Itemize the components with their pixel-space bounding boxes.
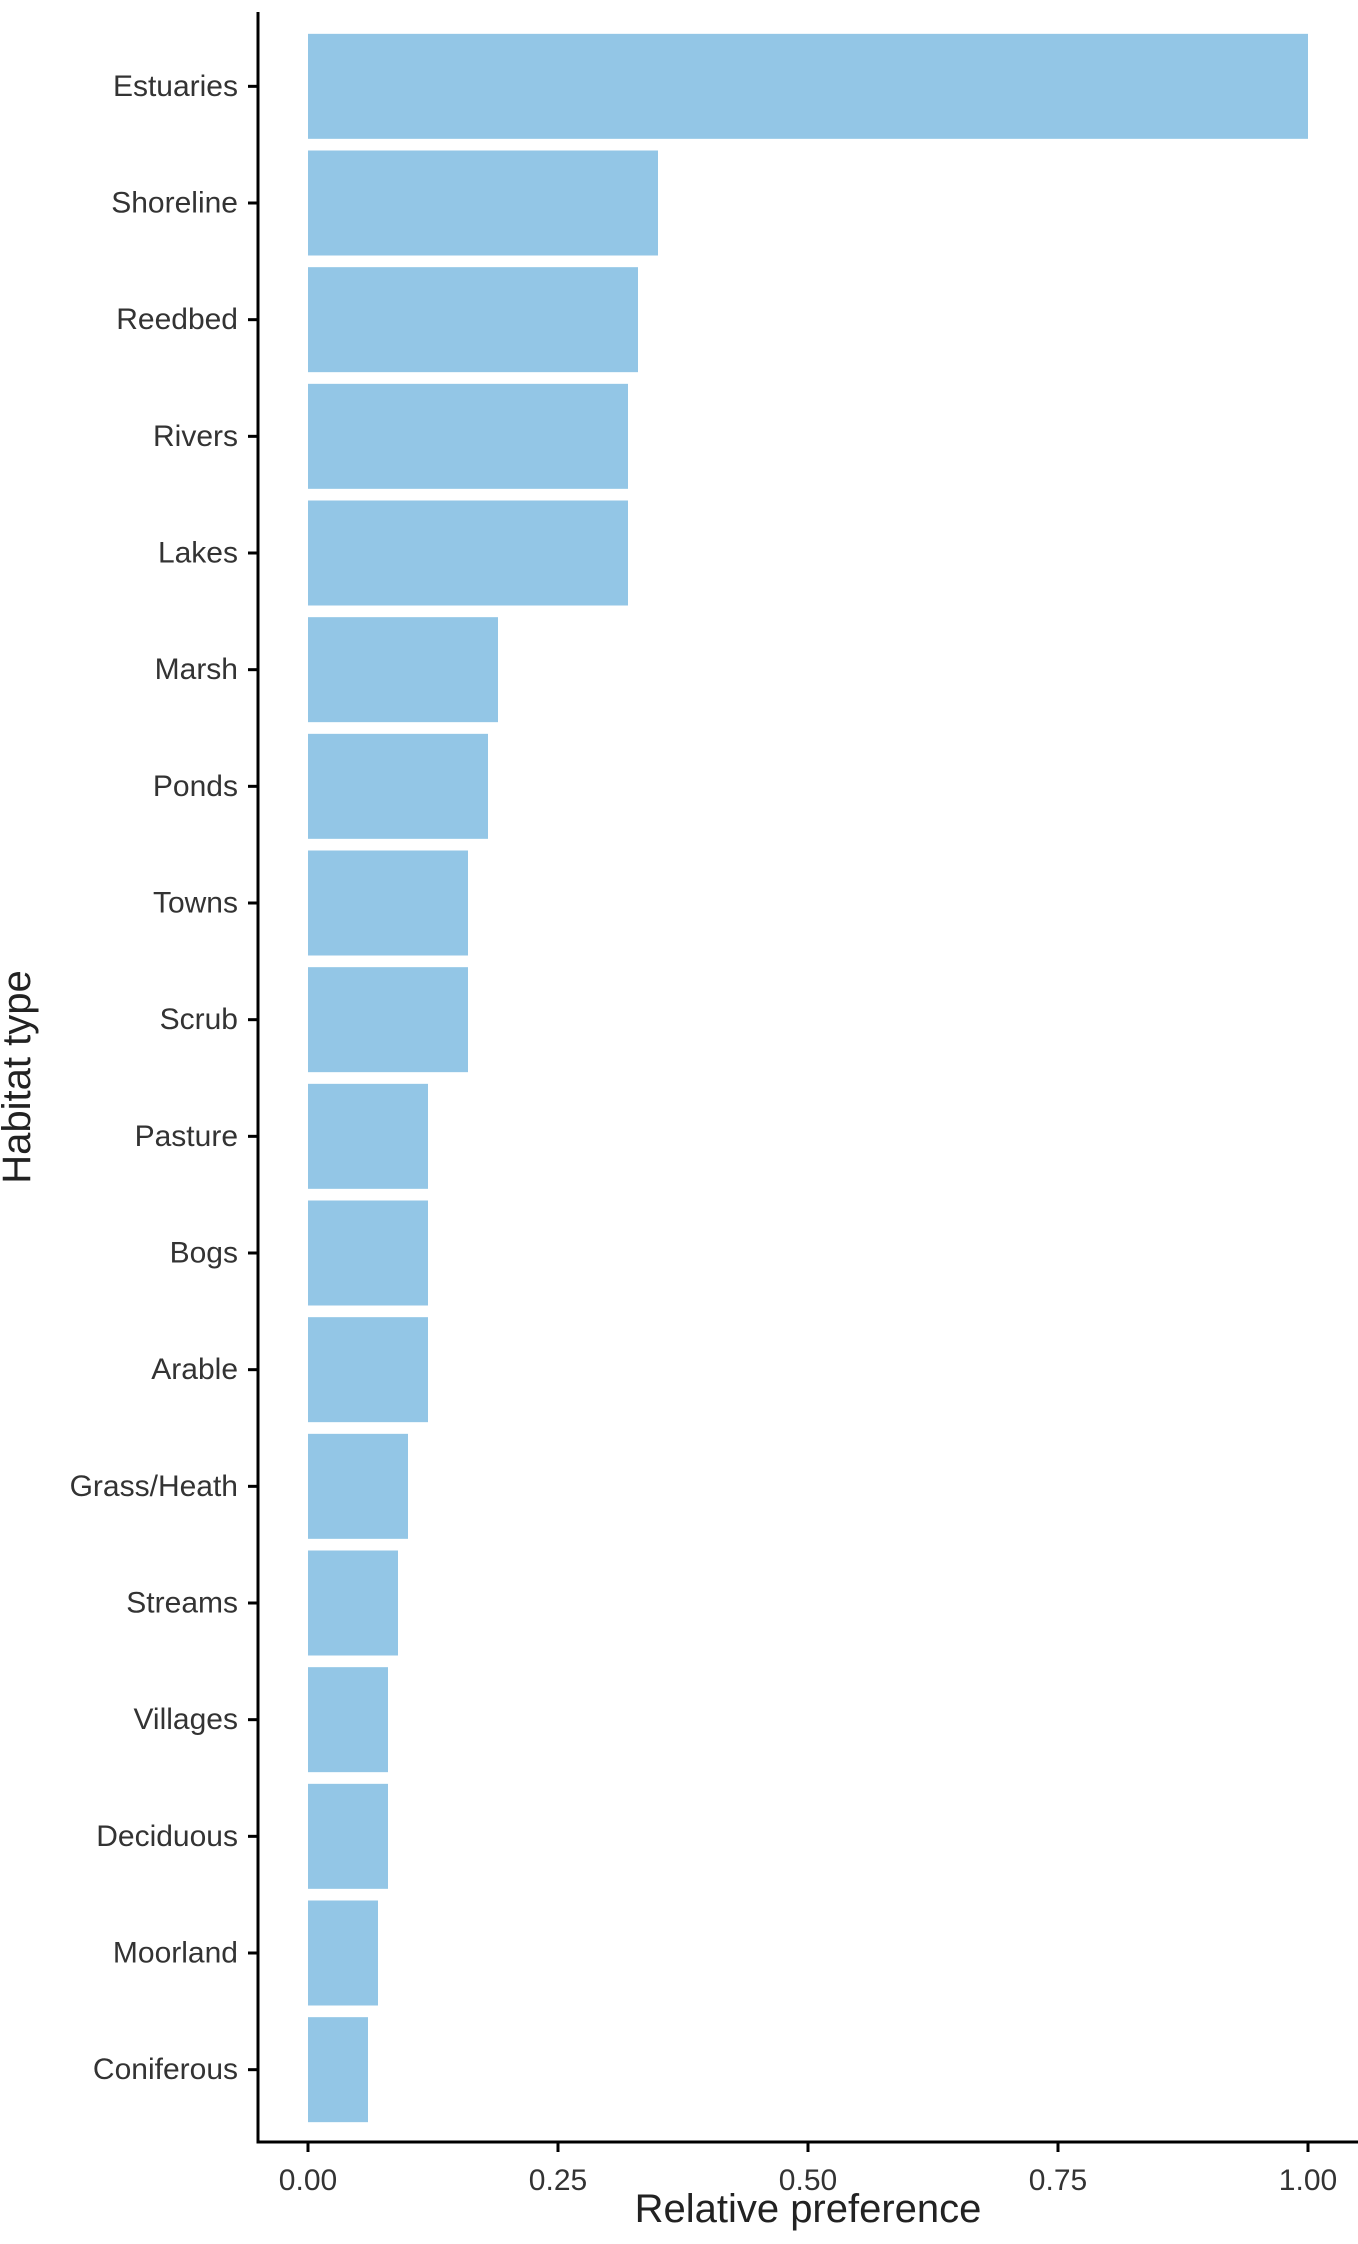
bars-group — [308, 33, 1308, 2123]
bar-streams — [308, 1550, 398, 1656]
y-tick-label: Bogs — [170, 1237, 238, 1270]
bar-arable — [308, 1317, 428, 1423]
x-tick-label: 0.25 — [529, 2164, 587, 2197]
x-tick-label: 0.00 — [279, 2164, 337, 2197]
bar-villages — [308, 1667, 388, 1773]
x-tick-label: 1.00 — [1279, 2164, 1337, 2197]
y-tick-label: Shoreline — [111, 187, 238, 220]
y-tick-label: Lakes — [158, 537, 238, 570]
bar-deciduous — [308, 1783, 388, 1889]
y-tick-label: Scrub — [160, 1003, 238, 1036]
bar-shoreline — [308, 150, 658, 256]
y-tick-label: Estuaries — [113, 70, 238, 103]
x-axis: 0.00 0.25 0.50 0.75 1.00 — [256, 2140, 1358, 2197]
bar-reedbed — [308, 267, 638, 373]
y-ticks: Estuaries Shoreline Reedbed Rivers Lakes Mars… — [70, 70, 258, 2086]
bar-estuaries — [308, 33, 1308, 139]
bar-pasture — [308, 1083, 428, 1189]
y-tick-label: Reedbed — [116, 303, 238, 336]
y-tick-label: Moorland — [113, 1937, 238, 1970]
bar-lakes — [308, 500, 628, 606]
x-ticks: 0.00 0.25 0.50 0.75 1.00 — [279, 2142, 1337, 2197]
y-tick-label: Streams — [126, 1587, 238, 1620]
y-tick-label: Pasture — [135, 1120, 238, 1153]
y-axis-title: Habitat type — [0, 970, 39, 1183]
bar-bogs — [308, 1200, 428, 1306]
bar-scrub — [308, 967, 468, 1073]
y-tick-label: Arable — [151, 1353, 238, 1386]
bar-ponds — [308, 733, 488, 839]
x-tick-label: 0.75 — [1029, 2164, 1087, 2197]
y-tick-label: Deciduous — [96, 1820, 238, 1853]
x-axis-title: Relative preference — [635, 2187, 982, 2231]
bar-moorland — [308, 1900, 378, 2006]
x-tick-label: 0.50 — [779, 2164, 837, 2197]
y-tick-label: Rivers — [153, 420, 238, 453]
y-tick-label: Marsh — [155, 653, 238, 686]
y-tick-label: Villages — [133, 1703, 238, 1736]
y-tick-label: Coniferous — [93, 2053, 238, 2086]
bar-grass-heath — [308, 1433, 408, 1539]
bar-marsh — [308, 617, 498, 723]
y-tick-label: Towns — [153, 887, 238, 920]
y-tick-label: Ponds — [153, 770, 238, 803]
bar-coniferous — [308, 2017, 368, 2123]
y-axis: Estuaries Shoreline Reedbed Rivers Lakes Mars… — [70, 12, 260, 2144]
bar-rivers — [308, 383, 628, 489]
bar-towns — [308, 850, 468, 956]
y-tick-label: Grass/Heath — [70, 1470, 238, 1503]
